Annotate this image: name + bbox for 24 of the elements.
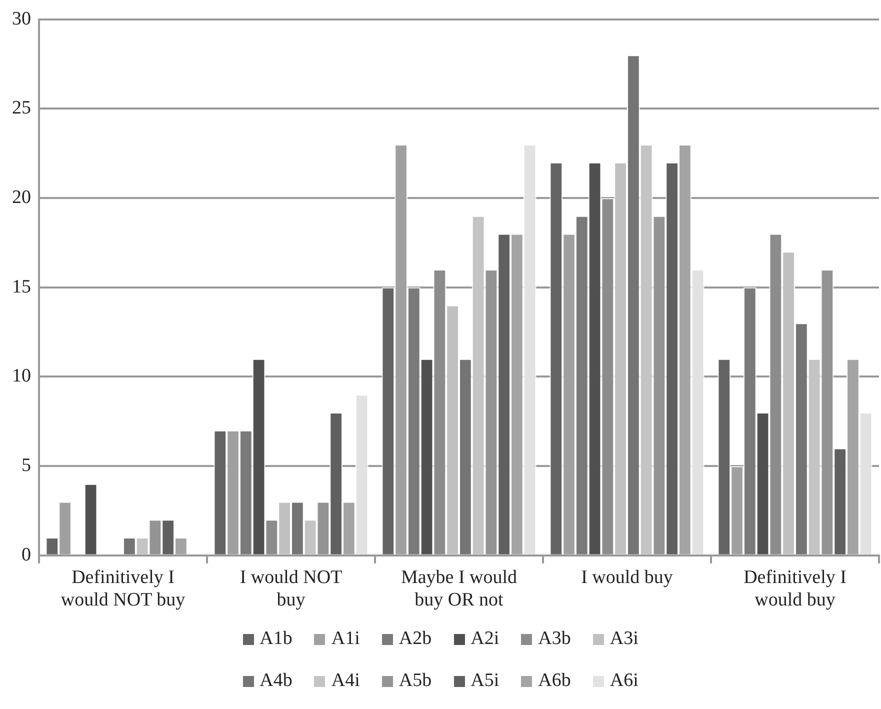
x-tick-label: I would NOT buy — [240, 566, 343, 611]
y-tick-label: 0 — [22, 544, 31, 566]
legend-label: A5i — [470, 670, 500, 692]
y-tick-label: 5 — [22, 455, 31, 476]
y-tick-label: 10 — [12, 366, 31, 387]
y-tick-label: 20 — [12, 187, 31, 208]
x-tick-label: I would buy — [581, 566, 674, 588]
legend-label: A6i — [610, 670, 638, 692]
legend-label: A2b — [398, 628, 432, 650]
x-tick-label: Maybe I would buy OR not — [400, 566, 518, 611]
legend-label: A1i — [331, 628, 360, 650]
legend-label: A2i — [470, 628, 500, 650]
legend-label: A4b — [260, 670, 292, 692]
legend-label: A3i — [610, 628, 638, 650]
y-tick-label: 25 — [12, 98, 31, 119]
legend-label: A3b — [538, 628, 571, 650]
legend-label: A4i — [331, 670, 360, 692]
y-tick-label: 15 — [12, 276, 31, 298]
x-tick-label: Definitively I would NOT buy — [60, 566, 186, 611]
legend-label: A6b — [538, 670, 571, 692]
legend-label: A1b — [260, 628, 292, 650]
x-tick-label: Definitively I would buy — [744, 566, 846, 611]
legend-label: A5b — [398, 670, 432, 692]
y-tick-label: 30 — [12, 8, 31, 30]
